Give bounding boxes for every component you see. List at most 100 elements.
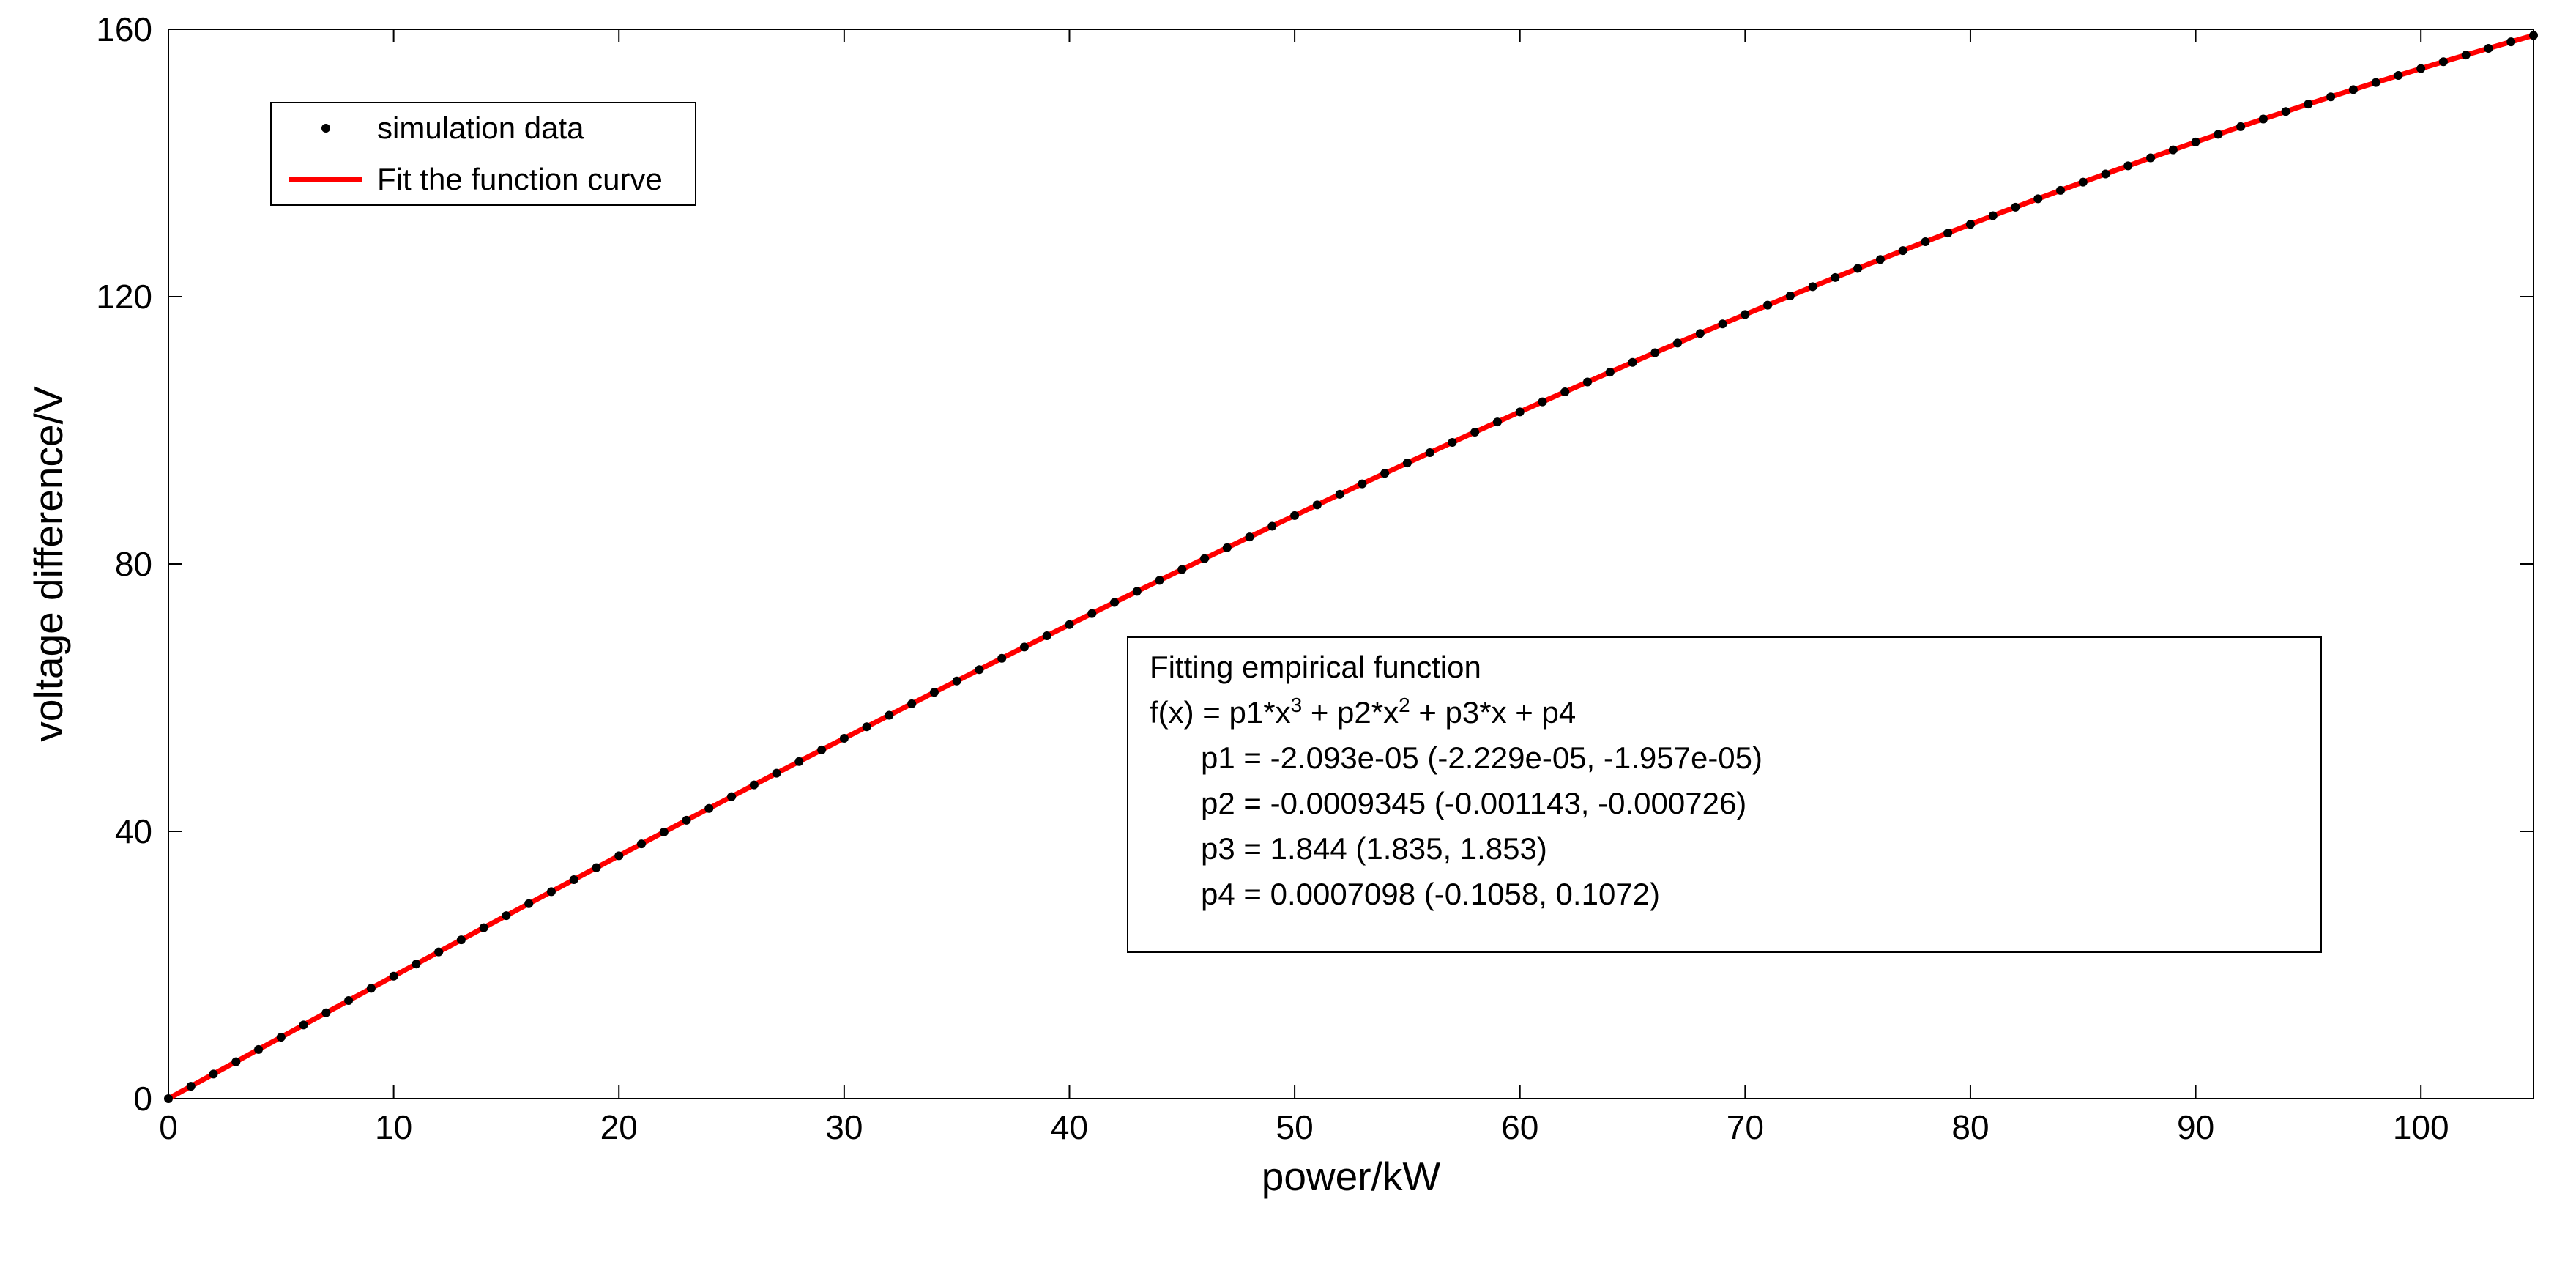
simulation-point [1223,543,1232,552]
simulation-point [2192,138,2200,146]
simulation-point [2259,115,2268,124]
x-tick-label: 60 [1501,1108,1538,1146]
annotation-param-line: p3 = 1.844 (1.835, 1.853) [1201,831,1547,866]
simulation-point [1133,587,1142,595]
y-tick-label: 160 [96,10,152,48]
simulation-point [660,828,669,836]
simulation-point [277,1033,286,1042]
simulation-point [2506,37,2515,46]
simulation-point [321,1009,330,1017]
simulation-point [1853,264,1862,273]
simulation-point [953,677,961,686]
simulation-point [1989,211,1998,220]
legend: simulation data Fit the function curve [271,103,696,205]
simulation-point [457,935,466,944]
annotation-box: Fitting empirical functionf(x) = p1*x3 +… [1128,637,2321,952]
legend-label: Fit the function curve [377,162,663,196]
simulation-point [2326,92,2335,101]
legend-label: simulation data [377,111,584,145]
simulation-point [2011,203,2020,212]
simulation-point [1831,273,1839,282]
simulation-point [1087,609,1096,618]
simulation-point [2416,64,2425,73]
simulation-point [2439,57,2448,66]
x-axis-label: power/kW [1262,1154,1441,1199]
simulation-point [1538,398,1546,407]
simulation-point [1200,554,1209,563]
x-tick-label: 100 [2393,1108,2449,1146]
simulation-point [997,654,1006,663]
simulation-point [885,711,893,720]
simulation-point [412,960,420,968]
chart-container: 0102030405060708090100power/kW0408012016… [0,0,2576,1262]
simulation-point [480,924,488,932]
simulation-point [2146,153,2155,162]
simulation-point [1809,282,1817,291]
legend-swatch-dot [321,124,330,133]
annotation-formula: f(x) = p1*x3 + p2*x2 + p3*x + p4 [1150,694,1576,730]
simulation-point [1943,229,1952,237]
x-tick-label: 20 [600,1108,638,1146]
simulation-point [344,996,353,1005]
simulation-point [1516,407,1525,416]
simulation-point [704,804,713,813]
simulation-point [1336,490,1344,499]
simulation-point [750,781,759,790]
simulation-point [254,1045,263,1054]
simulation-point [231,1058,240,1066]
simulation-point [2033,194,2042,203]
simulation-point [390,972,398,981]
y-tick-label: 120 [96,278,152,316]
y-tick-label: 80 [115,545,152,583]
simulation-point [1741,310,1749,319]
x-tick-label: 0 [159,1108,178,1146]
simulation-point [817,746,826,754]
simulation-point [2484,44,2493,53]
simulation-point [727,793,736,801]
simulation-point [1267,521,1276,530]
simulation-point [1673,338,1682,347]
simulation-point [2169,146,2178,155]
simulation-point [299,1020,308,1029]
simulation-point [164,1094,173,1103]
simulation-point [1966,220,1975,229]
simulation-point [1921,237,1929,246]
y-tick-label: 40 [115,812,152,850]
simulation-point [1155,576,1164,584]
simulation-point [592,864,600,872]
simulation-point [975,665,983,674]
simulation-point [1493,417,1502,426]
simulation-point [637,839,646,848]
simulation-point [1628,358,1637,367]
simulation-point [1696,329,1705,338]
chart-svg: 0102030405060708090100power/kW0408012016… [0,0,2576,1262]
simulation-point [1583,378,1592,387]
simulation-point [2056,186,2065,195]
x-tick-label: 50 [1276,1108,1314,1146]
simulation-point [1899,246,1907,255]
simulation-point [2372,78,2380,87]
simulation-point [2282,107,2290,116]
simulation-point [1246,532,1254,541]
simulation-point [1470,428,1479,437]
simulation-point [434,948,443,957]
simulation-point [367,984,376,992]
simulation-point [1403,459,1412,467]
simulation-point [2102,169,2110,178]
simulation-point [547,887,556,896]
simulation-point [1358,480,1366,489]
simulation-point [502,911,510,920]
simulation-point [773,769,781,778]
y-tick-label: 0 [133,1080,152,1118]
simulation-point [1763,301,1772,310]
simulation-point [187,1082,196,1091]
simulation-point [2349,85,2358,94]
simulation-point [2123,161,2132,170]
simulation-point [1043,631,1051,640]
simulation-point [1650,349,1659,357]
simulation-point [2214,130,2222,138]
simulation-point [1177,565,1186,574]
simulation-point [2236,122,2245,131]
simulation-point [1313,500,1322,509]
simulation-point [682,816,691,825]
